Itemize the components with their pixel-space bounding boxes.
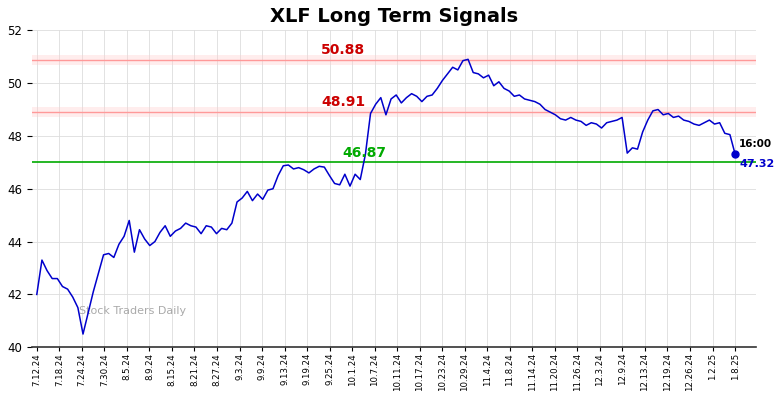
- Text: 47.32: 47.32: [739, 159, 775, 169]
- Bar: [31, 107, 756, 117]
- Bar: [31, 55, 756, 64]
- Text: Stock Traders Daily: Stock Traders Daily: [78, 306, 186, 316]
- Text: 48.91: 48.91: [321, 95, 365, 109]
- Text: 50.88: 50.88: [321, 43, 365, 57]
- Text: 16:00: 16:00: [739, 139, 772, 149]
- Title: XLF Long Term Signals: XLF Long Term Signals: [270, 7, 517, 26]
- Text: 46.87: 46.87: [343, 146, 387, 160]
